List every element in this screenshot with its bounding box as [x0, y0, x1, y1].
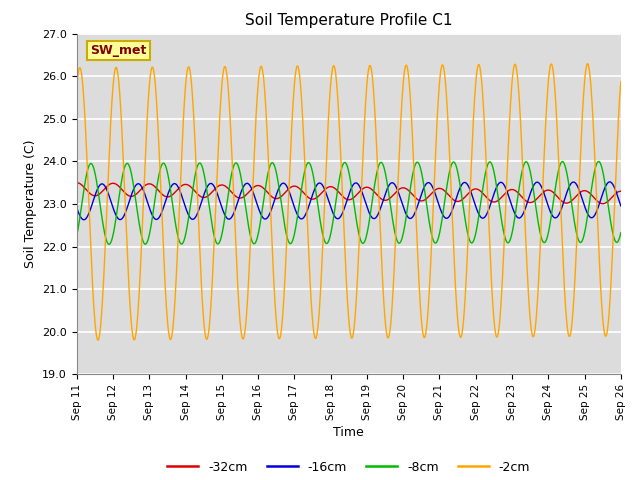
-32cm: [433, 186, 441, 192]
-8cm: [505, 240, 513, 245]
-8cm: [553, 178, 561, 183]
-2cm: [73, 83, 81, 89]
-8cm: [617, 230, 625, 236]
-2cm: [553, 114, 561, 120]
Legend: -32cm, -16cm, -8cm, -2cm: -32cm, -16cm, -8cm, -2cm: [162, 456, 536, 479]
-2cm: [434, 111, 442, 117]
-32cm: [180, 181, 188, 187]
Title: Soil Temperature Profile C1: Soil Temperature Profile C1: [245, 13, 452, 28]
-16cm: [505, 193, 513, 199]
-32cm: [73, 180, 81, 186]
-16cm: [434, 198, 442, 204]
-8cm: [181, 235, 189, 240]
Line: -8cm: -8cm: [77, 161, 621, 244]
-8cm: [595, 158, 602, 164]
-16cm: [255, 207, 263, 213]
-32cm: [552, 192, 560, 198]
-2cm: [181, 91, 189, 97]
-32cm: [194, 192, 202, 197]
-32cm: [617, 188, 625, 194]
-16cm: [181, 203, 189, 208]
-2cm: [255, 72, 263, 78]
Line: -32cm: -32cm: [77, 183, 621, 204]
Line: -16cm: -16cm: [77, 182, 621, 220]
-16cm: [606, 179, 614, 185]
-2cm: [584, 61, 591, 67]
Text: SW_met: SW_met: [90, 44, 147, 57]
Line: -2cm: -2cm: [77, 64, 621, 340]
-2cm: [195, 211, 202, 217]
X-axis label: Time: Time: [333, 426, 364, 439]
-8cm: [73, 232, 81, 238]
-32cm: [255, 183, 262, 189]
-2cm: [505, 139, 513, 145]
-16cm: [80, 217, 88, 223]
-8cm: [195, 162, 202, 168]
-32cm: [504, 188, 512, 194]
-2cm: [617, 79, 625, 84]
-16cm: [553, 215, 561, 220]
-32cm: [599, 201, 607, 206]
Y-axis label: Soil Temperature (C): Soil Temperature (C): [24, 140, 36, 268]
-16cm: [73, 205, 81, 211]
-8cm: [434, 238, 442, 243]
-2cm: [94, 337, 102, 343]
-16cm: [617, 203, 625, 209]
-16cm: [195, 209, 202, 215]
-8cm: [255, 227, 263, 233]
-8cm: [105, 241, 113, 247]
